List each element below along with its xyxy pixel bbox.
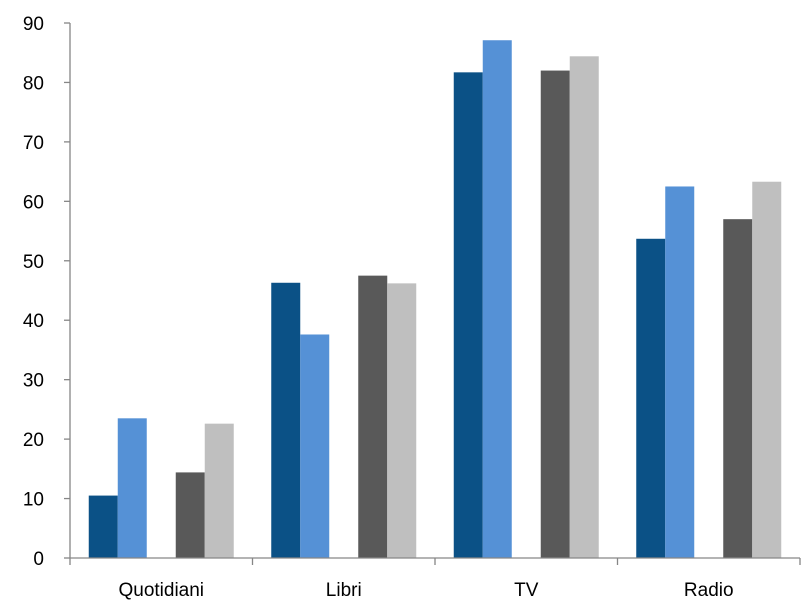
y-tick-label-70: 70 [23,133,44,154]
bars-layer [88,40,782,559]
bar-tv-series-4 [569,56,599,558]
bar-quotidiani-series-1 [88,495,118,558]
bar-radio-series-1 [636,238,666,558]
labels-layer: 0 10 20 30 40 50 60 70 80 90 Quotidiani Libri TV Radi… [23,14,734,601]
y-tick-label-40: 40 [23,311,44,332]
y-tick-label-80: 80 [23,73,44,94]
bar-tv-series-1 [453,72,483,558]
y-tick-label-90: 90 [23,14,44,35]
bar-radio-series-4 [752,181,782,558]
bar-tv-series-3 [540,70,570,558]
y-tick-label-60: 60 [23,192,44,213]
x-category-label-tv: TV [514,580,539,601]
bar-quotidiani-series-2 [117,418,147,558]
bar-libri-series-2 [300,334,330,558]
x-category-label-quotidiani: Quotidiani [118,580,204,601]
bar-radio-series-3 [723,219,753,559]
y-tick-label-10: 10 [23,490,44,511]
bar-radio-series-2 [665,186,695,558]
x-category-label-libri: Libri [326,580,362,601]
bar-quotidiani-series-4 [204,423,234,558]
bar-quotidiani-series-3 [175,472,205,558]
y-tick-label-30: 30 [23,371,44,392]
bar-libri-series-3 [358,275,388,558]
bar-libri-series-4 [387,283,417,558]
y-tick-label-50: 50 [23,252,44,273]
y-tick-label-0: 0 [33,549,44,570]
axes-layer [64,22,801,565]
y-tick-label-20: 20 [23,430,44,451]
x-category-label-radio: Radio [684,580,734,601]
bar-tv-series-2 [482,40,512,559]
bar-libri-series-1 [271,282,301,558]
